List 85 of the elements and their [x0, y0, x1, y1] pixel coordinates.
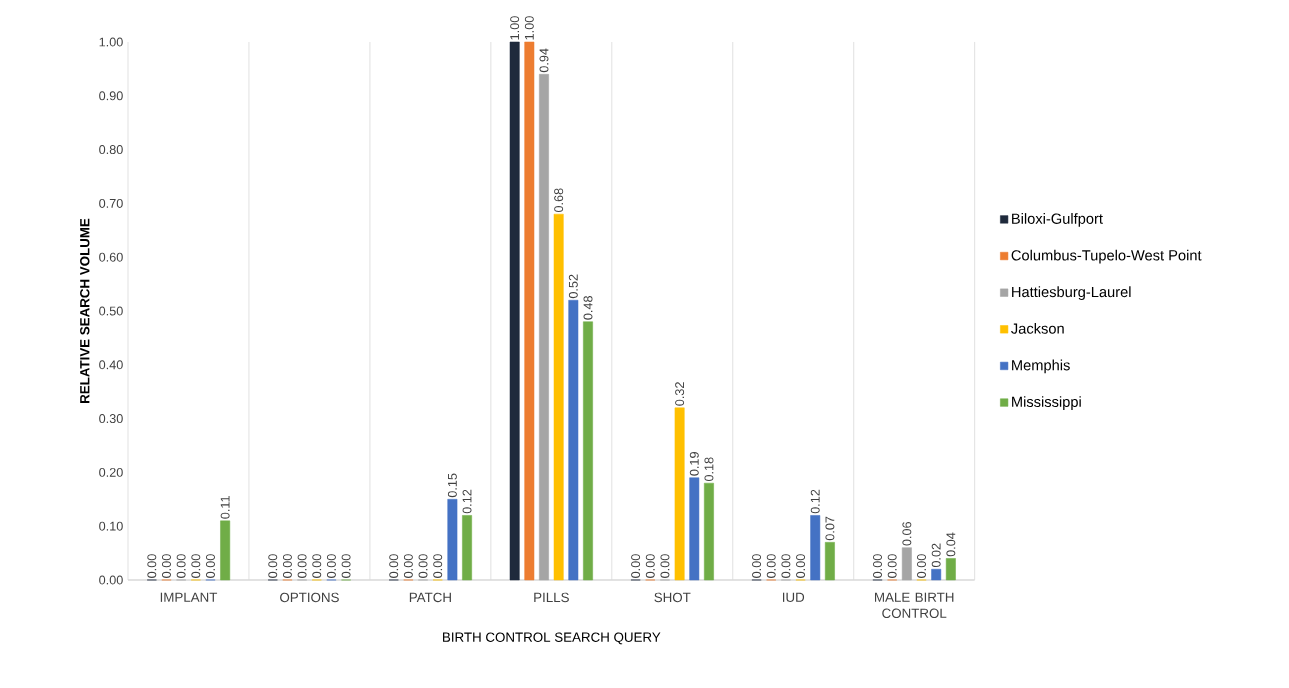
data-label: 0.12 — [810, 489, 820, 514]
data-label: 0.00 — [162, 554, 171, 578]
x-tick-label: MALE BIRTH CONTROL — [875, 592, 954, 618]
bar — [824, 542, 835, 581]
legend-label: Jackson — [1011, 322, 1064, 334]
legend-label: Mississippi — [1012, 396, 1081, 410]
data-label: 0.00 — [887, 554, 897, 578]
data-label: 0.00 — [752, 554, 762, 578]
y-tick-label: 0.10 — [99, 521, 123, 531]
data-label: 0.00 — [206, 554, 215, 578]
x-tick-label: IMPLANT — [160, 592, 218, 602]
bar — [945, 558, 956, 581]
data-label: 0.00 — [297, 554, 307, 578]
data-label: 0.68 — [554, 188, 564, 213]
y-tick-label: 0.70 — [99, 198, 123, 208]
data-label: 0.00 — [268, 554, 278, 578]
data-label: 0.00 — [147, 554, 157, 578]
x-tick-label: OPTIONS — [280, 592, 339, 603]
data-label: 0.12 — [462, 489, 472, 514]
data-label: 0.00 — [403, 554, 413, 578]
y-tick-label: 0.60 — [99, 252, 123, 262]
y-tick-label: 0.00 — [99, 575, 123, 585]
data-label: 0.48 — [583, 296, 593, 320]
data-label: 0.00 — [341, 554, 351, 578]
legend-label: Memphis — [1012, 359, 1070, 374]
x-axis-title: BIRTH CONTROL SEARCH QUERY — [443, 632, 661, 645]
y-axis-title: RELATIVE SEARCH VOLUME — [80, 218, 90, 403]
data-label: 0.00 — [326, 554, 336, 578]
data-label: 0.00 — [660, 554, 670, 578]
data-label: 0.04 — [946, 532, 956, 557]
data-label: 0.00 — [312, 554, 322, 578]
y-tick-label: 0.40 — [99, 360, 123, 370]
bar — [901, 547, 912, 581]
data-label: 0.07 — [825, 516, 835, 541]
y-tick-label: 0.80 — [99, 145, 123, 155]
bar — [583, 321, 593, 581]
bar — [539, 74, 549, 581]
data-label: 0.00 — [389, 554, 399, 578]
y-tick-label: 0.30 — [99, 414, 123, 424]
y-tick-label: 1.00 — [99, 37, 123, 47]
data-label: 0.00 — [433, 554, 443, 578]
x-tick-label: PATCH — [409, 592, 451, 603]
bar — [568, 299, 579, 581]
y-tick-label: 0.50 — [99, 306, 123, 316]
bar — [447, 499, 458, 581]
x-tick-label: PILLS — [534, 592, 569, 603]
data-label: 0.15 — [447, 473, 457, 498]
data-label: 0.00 — [781, 554, 791, 578]
y-tick-label: 0.20 — [99, 467, 123, 477]
bar — [931, 568, 942, 581]
data-label: 0.00 — [873, 554, 883, 578]
legend-label: Columbus-Tupelo-West Point — [1011, 249, 1202, 264]
data-label: 0.00 — [191, 554, 201, 578]
data-label: 0.00 — [645, 554, 655, 578]
data-label: 0.32 — [675, 382, 685, 406]
bar — [462, 515, 472, 581]
data-label: 0.00 — [282, 554, 292, 578]
x-tick-label: IUD — [782, 592, 805, 602]
data-label: 1.00 — [524, 16, 534, 40]
legend-label: Hattiesburg-Laurel — [1012, 286, 1131, 301]
data-label: 0.00 — [631, 554, 641, 578]
data-label: 0.00 — [176, 554, 186, 578]
data-label: 0.94 — [539, 48, 549, 73]
legend-label: Biloxi-Gulfport — [1012, 213, 1103, 227]
data-label: 0.00 — [418, 554, 428, 578]
x-tick-label: SHOT — [654, 592, 691, 603]
bar — [524, 41, 535, 581]
bar — [220, 520, 231, 581]
data-label: 0.06 — [902, 522, 912, 546]
data-label: 0.19 — [689, 452, 699, 476]
data-label: 0.02 — [931, 543, 941, 568]
bar — [689, 477, 700, 581]
bar — [810, 515, 821, 581]
y-tick-label: 0.90 — [99, 91, 123, 101]
data-label: 0.11 — [220, 496, 230, 519]
data-label: 0.00 — [766, 554, 776, 578]
data-label: 0.52 — [568, 274, 578, 299]
data-label: 0.00 — [917, 554, 927, 578]
data-label: 0.18 — [704, 457, 714, 482]
bar — [553, 213, 564, 581]
bar — [674, 407, 685, 581]
data-label: 1.00 — [510, 16, 520, 40]
data-label: 0.00 — [796, 554, 806, 578]
bar — [509, 41, 520, 581]
bar — [704, 482, 714, 581]
